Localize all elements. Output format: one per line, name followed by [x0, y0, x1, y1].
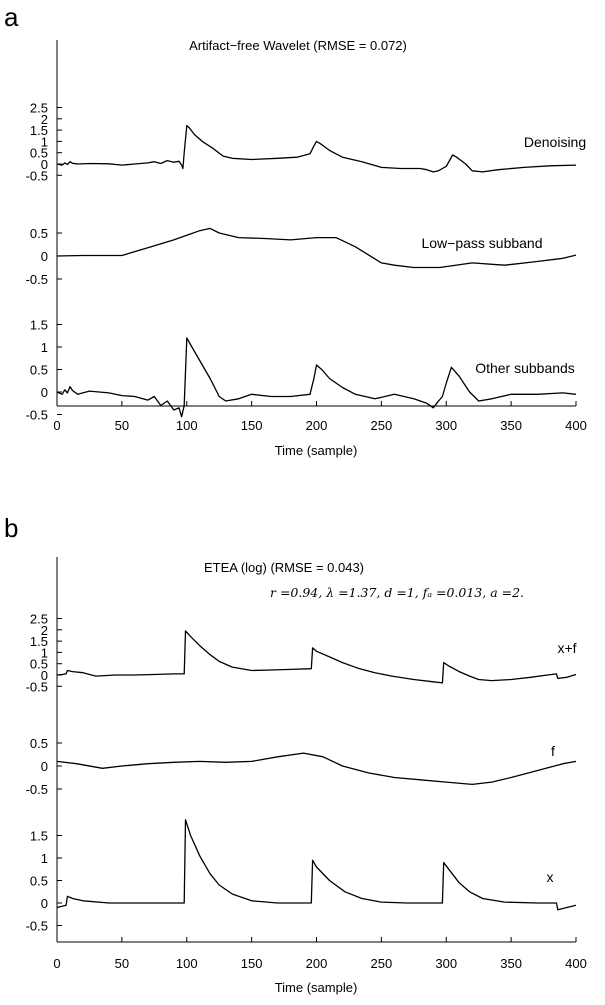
y-tick-label: -0.5 [26, 168, 48, 183]
x-tick-label: 100 [176, 956, 198, 971]
y-tick-label: 0 [41, 759, 48, 774]
series-label: Other subbands [475, 360, 575, 376]
series-line-3 [56, 337, 577, 418]
y-tick-label: 1 [41, 340, 48, 355]
y-tick-label: 2 [41, 623, 48, 638]
y-tick-label: 1.5 [30, 634, 48, 649]
series-line-3 [56, 819, 577, 911]
y-tick-label: 2 [41, 112, 48, 127]
x-tick-label: 250 [371, 956, 393, 971]
y-tick-label: 0 [41, 249, 48, 264]
panel-letter: b [4, 513, 18, 543]
y-tick-label: 0 [41, 385, 48, 400]
parameter-annotation: r =0.94, λ =1.37, d =1, fₐ =0.013, a =2. [270, 585, 524, 600]
x-tick-label: 400 [565, 418, 587, 433]
y-tick-label: 1.5 [30, 829, 48, 844]
x-axis-label: Time (sample) [275, 443, 358, 458]
x-tick-label: 100 [176, 418, 198, 433]
y-tick-label: 2.5 [30, 612, 48, 627]
y-tick-label: 0.5 [30, 146, 48, 161]
y-tick-label: 0.5 [30, 874, 48, 889]
series-line-1 [56, 124, 577, 173]
series-label: Low−pass subband [421, 235, 542, 251]
y-tick-label: 1 [41, 851, 48, 866]
x-tick-label: 400 [565, 956, 587, 971]
x-tick-label: 0 [53, 418, 60, 433]
x-tick-label: 50 [115, 418, 129, 433]
y-tick-label: -0.5 [26, 919, 48, 934]
y-tick-label: 0 [41, 157, 48, 172]
x-tick-label: 0 [53, 956, 60, 971]
x-axis-label: Time (sample) [275, 980, 358, 995]
x-tick-label: 50 [115, 956, 129, 971]
series-label: Denoising [524, 134, 586, 150]
y-tick-label: 2.5 [30, 101, 48, 116]
x-tick-label: 250 [371, 418, 393, 433]
y-tick-label: 0.5 [30, 657, 48, 672]
x-tick-label: 350 [500, 418, 522, 433]
y-tick-label: 0.5 [30, 226, 48, 241]
series-line-2 [56, 752, 577, 786]
y-tick-label: -0.5 [26, 408, 48, 423]
y-tick-label: 0.5 [30, 736, 48, 751]
series-line-2 [56, 227, 577, 269]
series-line-1 [56, 630, 577, 684]
x-tick-label: 150 [241, 956, 263, 971]
x-tick-label: 300 [435, 956, 457, 971]
y-tick-label: 1 [41, 134, 48, 149]
y-tick-label: 1 [41, 645, 48, 660]
chart-title: ETEA (log) (RMSE = 0.043) [204, 560, 364, 575]
y-tick-label: 0.5 [30, 363, 48, 378]
y-tick-label: -0.5 [26, 782, 48, 797]
x-tick-label: 150 [241, 418, 263, 433]
y-tick-label: 1.5 [30, 318, 48, 333]
y-tick-label: 0 [41, 896, 48, 911]
series-label: f [551, 743, 555, 759]
x-tick-label: 200 [306, 956, 328, 971]
chart-title: Artifact−free Wavelet (RMSE = 0.072) [189, 38, 407, 53]
y-tick-label: 0 [41, 668, 48, 683]
x-tick-label: 200 [306, 418, 328, 433]
panel-letter: a [4, 2, 19, 32]
x-tick-label: 300 [435, 418, 457, 433]
y-tick-label: 1.5 [30, 123, 48, 138]
x-tick-label: 350 [500, 956, 522, 971]
y-tick-label: -0.5 [26, 272, 48, 287]
series-label: x+f [557, 640, 576, 656]
y-tick-label: -0.5 [26, 679, 48, 694]
series-label: x [547, 869, 554, 885]
